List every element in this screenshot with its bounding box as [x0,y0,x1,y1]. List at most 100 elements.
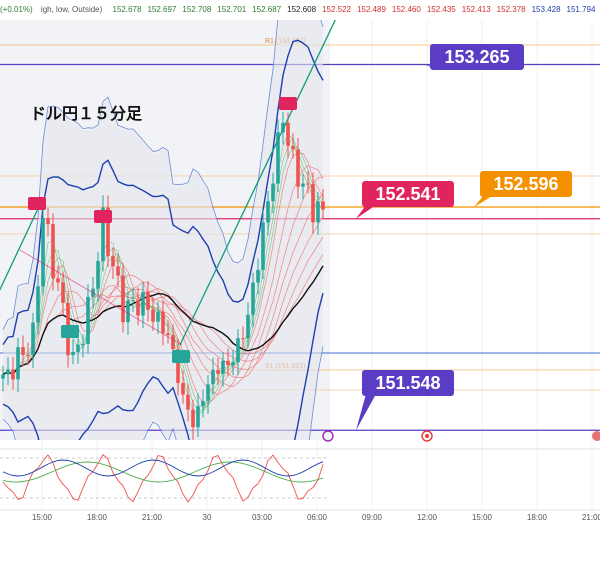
candle-body [46,218,50,225]
candle-body [121,275,125,323]
sell-signal-marker [279,97,297,110]
event-icon [322,430,334,442]
candle-body [166,333,170,336]
candle-body [246,314,250,339]
indicator-value: 152.697 [147,5,177,14]
trendline [19,249,183,346]
indicator-value: 152.708 [182,5,212,14]
candle-body [131,300,135,302]
callout-box [362,370,454,396]
price-callout: 152.596 [474,171,572,207]
oscillator-line [2,453,324,503]
oscillator-line [2,461,324,483]
candle-body [316,201,320,223]
x-tick-label: 30 [203,513,212,522]
x-tick-label: 15:00 [32,513,53,522]
price-callout: 152.541 [356,181,454,219]
x-tick-label: 03:00 [252,513,273,522]
candle-body [301,183,305,187]
candle-body [276,132,280,184]
candle-body [136,300,140,316]
candle-body [266,201,270,223]
candle-body [161,311,165,334]
candle-body [141,292,145,316]
candle-body [211,370,215,385]
sell-signal-marker [94,210,112,223]
candle-body [196,406,200,428]
candle-body [81,343,85,345]
indicator-value: 152.701 [217,5,247,14]
candle-body [311,183,315,223]
callout-pointer [474,195,494,207]
candle-body [221,360,225,374]
price-callout: 153.265 [424,44,524,70]
candle-body [236,338,240,363]
candle-body [216,370,220,374]
candle-body [201,401,205,407]
callout-text: 151.548 [375,373,440,393]
x-tick-label: 18:00 [527,513,548,522]
callout-pointer [356,394,376,431]
candle-body [181,383,185,395]
indicator-value: 152.522 [322,5,351,14]
x-tick-label: 21:00 [142,513,163,522]
source-label: igh, low, Outside) [40,5,103,14]
buy-signal-marker [61,325,79,338]
bollinger-band [2,20,324,330]
candle-body [101,207,105,262]
candle-body [86,296,90,344]
indicator-value: 152.678 [112,5,142,14]
indicator-value: 152.413 [461,5,491,14]
candle-body [146,292,150,310]
event-icon [425,434,429,438]
indicator-values: 152.678 152.697 152.708 152.701 152.687 152.6… [113,3,600,17]
change-percent: (+0.01%) [0,5,33,14]
candle-body [21,347,25,355]
callout-box [480,171,572,197]
indicator-value: 153.428 [531,5,561,14]
candle-body [251,282,255,315]
candle-body [36,286,40,323]
candle-body [231,362,235,366]
candle-body [51,224,55,279]
oscillator-line [2,459,324,477]
candle-body [291,145,295,150]
callout-text: 152.541 [375,184,440,204]
trendline [179,20,336,346]
candle-body [1,374,5,379]
candle-body [191,409,195,428]
candle-body [271,183,275,202]
indicator-value: 152.608 [287,5,317,14]
candle-body [41,218,45,287]
candle-body [96,261,100,289]
flag-icon [592,431,600,441]
candle-body [116,266,120,276]
candle-body [11,369,15,380]
x-tick-label: 21:00 [582,513,600,522]
candle-body [6,369,10,375]
callout-box [362,181,454,207]
indicator-value: 151.794 [566,5,596,14]
candle-body [281,122,285,133]
moving-average-line [2,265,324,376]
candle-body [296,149,300,187]
chart-title: ドル円１５分足 [30,105,143,123]
x-tick-label: 06:00 [307,513,328,522]
candle-body [256,269,260,283]
x-tick-label: 15:00 [472,513,493,522]
candle-body [321,201,325,210]
candle-body [26,354,30,356]
candle-body [56,278,60,283]
callout-box [430,44,524,70]
indicator-value: 152.460 [391,5,421,14]
candle-body [156,311,160,322]
candle-body [16,347,20,380]
candle-body [71,352,75,356]
candle-body [226,360,230,366]
buy-signal-marker [172,350,190,363]
indicator-values-bar: (+0.01%) igh, low, Outside) 152.678 152.6… [0,3,600,19]
callout-pointer [356,205,376,219]
candle-body [126,300,130,323]
x-tick-label: 18:00 [87,513,108,522]
